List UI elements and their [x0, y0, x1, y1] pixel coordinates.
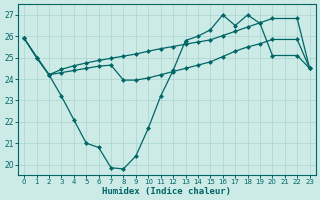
X-axis label: Humidex (Indice chaleur): Humidex (Indice chaleur)	[102, 187, 231, 196]
